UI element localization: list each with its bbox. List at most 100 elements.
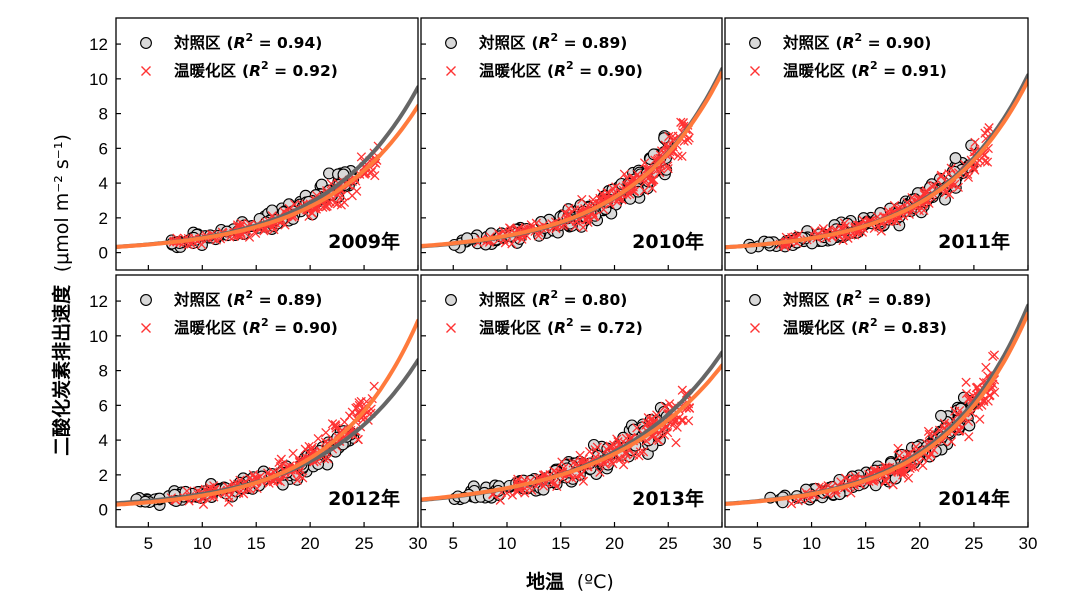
scatter-point [507,490,518,500]
scatter-point [678,415,688,425]
plot-area [421,67,722,254]
legend-series-name: 対照区 [173,290,221,309]
legend-marker-x [141,323,151,333]
x-tick-label: 30 [713,534,732,553]
x-tick-label: 10 [802,534,821,553]
scatter-point [883,206,893,216]
legend-entry: 対照区 (R2 = 0.89) [173,288,322,309]
legend-entry: 温暖化区 (R2 = 0.83) [783,316,947,337]
scatter-point [504,223,515,233]
scatter-point [660,140,670,150]
scatter-point [307,442,317,452]
scatter-point [926,449,936,460]
scatter-point [280,220,290,230]
y-tick-label: 10 [89,70,108,89]
chart-panel-1: 0 2 4 6 8 10 12 対照区 (R2 = 0.94) 温暖化区 (R2 = 0.92) 20… [89,17,419,271]
legend-series-name: 温暖化区 [479,61,542,80]
scatter-point [684,133,694,143]
y-axis-label: 二酸化炭素排出速度 (μmol m⁻² s⁻¹) [50,134,73,456]
legend-series-name: 対照区 [782,290,830,309]
legend-marker-x [446,66,456,76]
scatter-point [652,410,662,420]
scatter-point [654,167,665,178]
legend: 対照区 (R2 = 0.89) 温暖化区 (R2 = 0.83) [749,288,947,337]
scatter-point [323,454,333,464]
legend-r2-value: = 0.89) [558,34,627,52]
scatter-point [975,414,985,424]
scatter-point [654,435,664,446]
scatter-point [663,161,673,171]
scatter-point [888,480,898,490]
scatter-point [678,117,688,128]
legend-marker-circle [445,294,457,306]
scatter-point [929,429,939,439]
scatter-point [520,488,530,498]
scatter-point [880,477,891,487]
scatter-point [664,131,674,142]
scatter-point [652,434,662,445]
scatter-point [339,417,350,427]
scatter-point [668,420,678,430]
y-axis-label-unit: (μmol m⁻² s⁻¹) [51,134,73,272]
scatter-point [182,486,192,496]
scatter-point [810,226,820,236]
warming-fit-curve [421,70,722,248]
scatter-point [298,473,308,483]
panel-frame [420,274,723,528]
scatter-point [893,443,903,454]
scatter-point [288,448,298,459]
scatter-point [964,432,974,442]
y-tick-label: 8 [99,362,108,381]
y-tick-label: 12 [89,292,108,311]
scatter-point [292,475,302,485]
legend-entry: 対照区 (R2 = 0.80) [478,288,627,309]
y-tick-label: 8 [99,105,108,124]
warming-fit-curve [421,363,722,502]
y-tick-label: 4 [99,174,108,193]
scatter-point [577,194,587,205]
scatter-point [936,170,947,180]
scatter-point [838,235,848,246]
scatter-point [275,462,286,472]
legend-r2-value: = 0.83) [878,319,947,337]
y-axis-label-text: 二酸化炭素排出速度 [50,284,73,456]
legend-entry: 温暖化区 (R2 = 0.91) [783,59,947,80]
panel-frame [724,274,1029,528]
legend-marker-x [141,66,151,76]
chart-panel-5: 5 10 15 20 25 30 対照区 (R2 = 0.80) 温暖化区 (R2 = 0.72)… [420,274,732,553]
legend: 対照区 (R2 = 0.80) 温暖化区 (R2 = 0.72) [445,288,643,337]
chart-panel-4: 0 2 4 6 8 10 12 5 10 15 20 25 30 対照区 (R2 = 0.89) 温暖化区 (R… [89,274,427,553]
scatter-point [250,228,261,239]
year-label: 2013年 [632,487,704,510]
scatter-point [327,419,338,429]
y-tick-label: 4 [99,431,108,450]
scatter-point [638,447,649,457]
legend-series-name: 対照区 [478,290,526,309]
scatter-point [843,233,853,243]
plot-area [725,73,1028,254]
plot-area [725,303,1028,509]
legend-entry: 対照区 (R2 = 0.94) [173,31,322,52]
scatter-point [313,433,323,444]
y-tick-label: 2 [99,209,108,228]
scatter-point [336,200,346,210]
scatter-point [627,423,640,436]
legend-r2-value: = 0.92) [269,62,338,80]
scatter-point [970,137,980,148]
x-tick-label: 10 [498,534,517,553]
legend-marker-x [750,323,760,333]
x-tick-label: 5 [144,534,153,553]
scatter-point [248,469,258,480]
scatter-point [330,420,340,430]
scatter-point [578,476,589,486]
y-tick-label: 12 [89,35,108,54]
legend-r2-value: = 0.89) [253,291,322,309]
scatter-point [198,499,209,510]
scatter-point [352,186,362,196]
legend: 対照区 (R2 = 0.89) 温暖化区 (R2 = 0.90) [140,288,338,337]
legend-entry: 温暖化区 (R2 = 0.90) [479,59,643,80]
y-tick-label: 0 [99,501,108,520]
legend-entry: 対照区 (R2 = 0.89) [782,288,931,309]
panel-frame [115,17,419,271]
x-axis-label-text: 地温 [526,570,564,593]
